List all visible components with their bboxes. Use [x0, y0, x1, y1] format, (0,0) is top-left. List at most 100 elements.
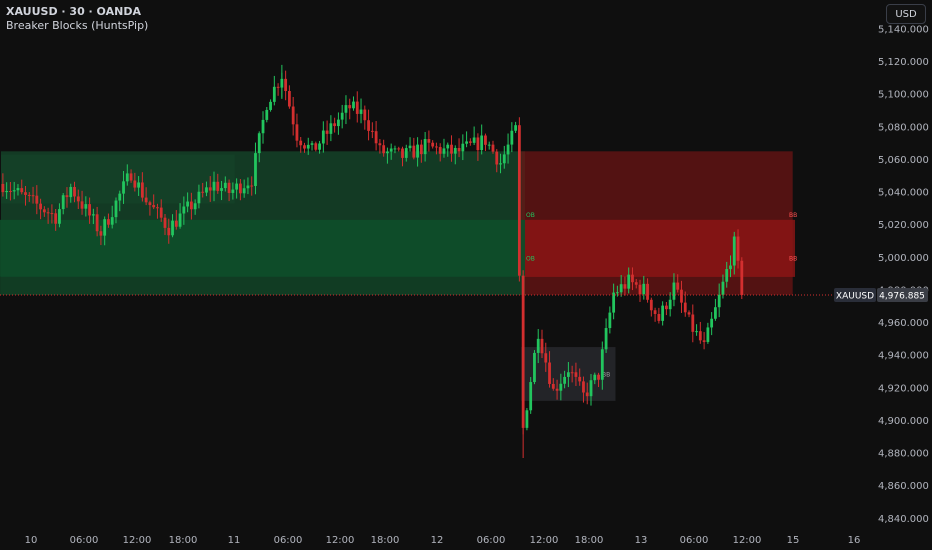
candle: [499, 153, 502, 174]
candle-body: [61, 195, 65, 210]
candle-body: [205, 187, 208, 193]
candle-body: [559, 383, 563, 391]
candle-body: [261, 119, 265, 134]
candle-body: [438, 147, 442, 154]
candle-body: [325, 130, 329, 134]
candle-body: [152, 205, 156, 208]
candle: [446, 142, 450, 157]
candle: [189, 192, 193, 220]
candle-body: [695, 331, 698, 333]
candle-body: [344, 105, 348, 113]
candle: [687, 310, 691, 318]
candle: [242, 179, 246, 198]
candle-body: [223, 182, 227, 189]
candle-body: [148, 202, 152, 206]
candle: [732, 231, 736, 275]
candle-body: [42, 209, 46, 213]
candle-body: [167, 227, 171, 236]
candle: [291, 96, 295, 136]
candle: [491, 140, 495, 154]
candle-body: [593, 374, 597, 381]
candle: [348, 98, 352, 120]
candle-body: [604, 328, 608, 350]
candle-body: [65, 195, 69, 198]
candle-body: [404, 148, 408, 158]
candle-body: [284, 78, 288, 92]
candle-body: [665, 305, 668, 310]
candle-body: [367, 120, 370, 131]
candle: [140, 172, 144, 202]
candle: [114, 197, 118, 224]
candle-body: [676, 282, 680, 290]
candle: [182, 196, 186, 225]
candle: [99, 225, 103, 246]
candle: [646, 278, 649, 303]
candle: [152, 194, 156, 210]
candle: [174, 210, 178, 230]
candle: [468, 138, 472, 146]
candle: [574, 362, 578, 386]
candle: [442, 138, 446, 158]
zone-label-bb: BB: [602, 371, 610, 378]
candle: [355, 91, 359, 123]
candle-body: [570, 372, 574, 374]
candle-body: [442, 148, 446, 154]
candle: [461, 134, 465, 161]
candle-body: [732, 236, 736, 266]
candle: [676, 274, 680, 293]
candle: [314, 141, 318, 152]
candle-body: [729, 265, 732, 270]
candle: [254, 142, 257, 195]
candle: [484, 133, 487, 152]
candle-body: [382, 145, 386, 154]
candle: [167, 218, 171, 244]
candle-body: [144, 197, 148, 203]
candle-body: [186, 201, 190, 207]
candle-body: [197, 191, 201, 204]
price-tick: 5,140.000: [878, 25, 929, 36]
candle: [725, 261, 729, 288]
candle-body: [374, 131, 378, 144]
candle-body: [310, 143, 314, 145]
time-axis[interactable]: 10 06:00 12:00 18:00 11 06:00 12:00 18:00 12 06:0…: [25, 535, 861, 546]
candle-body: [566, 372, 570, 377]
candle: [382, 139, 386, 157]
candle-body: [431, 142, 435, 147]
candle: [84, 196, 88, 217]
candle-body: [182, 206, 186, 214]
candle: [269, 99, 272, 112]
candle: [325, 120, 329, 145]
candle: [73, 181, 76, 203]
candle: [631, 267, 634, 291]
candle-body: [156, 207, 159, 209]
time-tick: 12:00: [530, 535, 559, 546]
time-tick: 16: [848, 535, 861, 546]
candle-body: [623, 284, 627, 289]
candle-body: [683, 302, 687, 313]
candle-body: [231, 189, 235, 193]
candle: [201, 182, 205, 198]
candle-body: [499, 163, 502, 165]
candle-body: [446, 144, 450, 149]
candle: [412, 137, 416, 160]
candle: [284, 70, 288, 101]
candle-body: [457, 147, 461, 152]
candle-body: [46, 212, 50, 214]
candle-body: [646, 283, 649, 300]
candle: [642, 275, 646, 300]
candle-body: [103, 219, 107, 236]
candle: [435, 142, 438, 155]
candle: [137, 176, 141, 196]
candle-body: [88, 204, 91, 216]
candle: [257, 131, 261, 163]
indicator-name[interactable]: Breaker Blocks (HuntsPip): [6, 19, 149, 32]
candle-body: [450, 144, 453, 154]
candle: [24, 185, 27, 206]
currency-button[interactable]: USD: [886, 4, 926, 24]
candle: [672, 273, 676, 307]
candle: [608, 306, 612, 334]
candle: [54, 208, 58, 231]
candle: [698, 321, 702, 344]
candle-body: [107, 219, 110, 225]
